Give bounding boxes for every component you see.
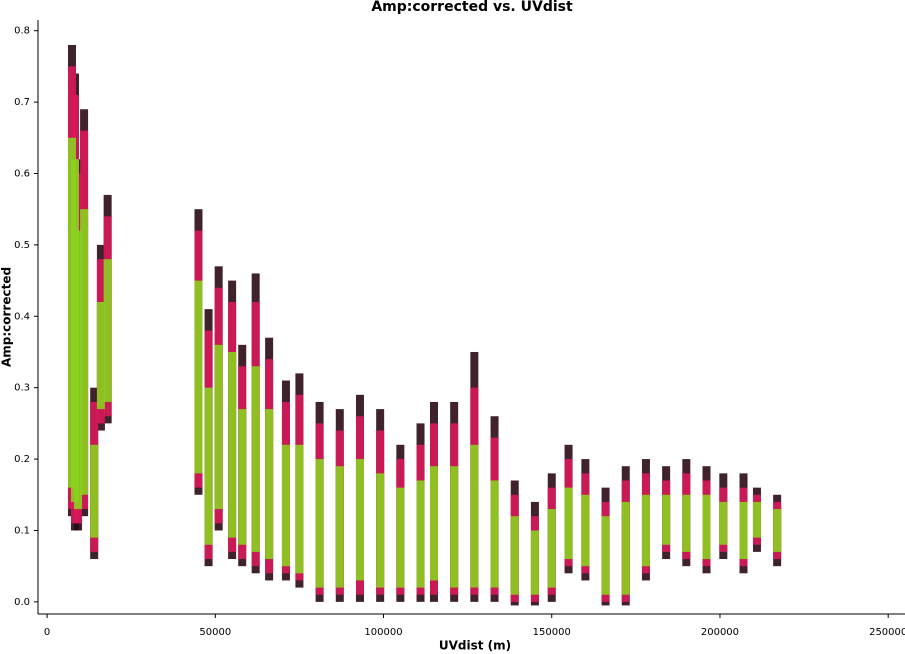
- amplitude-range: [295, 444, 304, 574]
- x-axis-label: UVdist (m): [439, 639, 511, 653]
- y-tick-label: 0.0: [14, 597, 30, 608]
- amplitude-range: [96, 302, 105, 410]
- amplitude-range: [702, 494, 711, 560]
- amplitude-range: [601, 516, 610, 595]
- amplitude-range: [752, 501, 761, 538]
- amplitude-range: [510, 516, 519, 595]
- y-tick-label: 0.4: [14, 311, 30, 322]
- y-tick-label: 0.7: [14, 97, 30, 108]
- amplitude-range: [74, 230, 83, 510]
- amplitude-range: [547, 509, 556, 588]
- amplitude-range: [450, 466, 459, 588]
- amplitude-range: [416, 480, 425, 588]
- y-tick-label: 0.2: [14, 454, 30, 465]
- x-tick-label: 100000: [364, 627, 402, 638]
- x-tick-label: 250000: [869, 627, 905, 638]
- x-tick-label: 150000: [533, 627, 571, 638]
- y-tick-label: 0.8: [14, 26, 30, 37]
- amplitude-range: [238, 409, 247, 545]
- amplitude-range: [251, 366, 260, 552]
- amplitude-range: [530, 530, 539, 595]
- amplitude-range: [564, 487, 573, 560]
- amplitude-range: [204, 387, 213, 545]
- amplitude-range: [429, 466, 438, 581]
- amplitude-range: [621, 501, 630, 595]
- amplitude-range: [355, 459, 364, 581]
- amplitude-range: [470, 444, 479, 588]
- amplitude-range: [90, 444, 99, 538]
- x-tick-label: 50000: [199, 627, 231, 638]
- amplitude-range: [194, 280, 203, 474]
- y-tick-label: 0.5: [14, 240, 30, 251]
- amplitude-range: [315, 459, 324, 588]
- y-tick-label: 0.3: [14, 383, 30, 394]
- amplitude-range: [682, 494, 691, 552]
- amplitude-range: [103, 259, 112, 402]
- amplitude-range: [228, 351, 237, 538]
- amplitude-range: [376, 473, 385, 588]
- amplitude-range: [335, 466, 344, 588]
- amplitude-range: [265, 409, 274, 560]
- amplitude-range: [662, 494, 671, 545]
- amplitude-range: [581, 494, 590, 567]
- x-tick-label: 200000: [701, 627, 739, 638]
- y-tick-label: 0.1: [14, 525, 30, 536]
- chart-title: Amp:corrected vs. UVdist: [371, 0, 573, 15]
- amplitude-range: [80, 209, 89, 495]
- amplitude-range: [739, 501, 748, 560]
- amplitude-range: [773, 509, 782, 552]
- y-tick-label: 0.6: [14, 168, 30, 179]
- x-tick-label: 0: [44, 627, 50, 638]
- amplitude-range: [214, 344, 223, 510]
- amplitude-range: [719, 501, 728, 545]
- amplitude-range: [641, 494, 650, 567]
- y-axis-label: Amp:corrected: [0, 267, 14, 367]
- amplitude-range: [396, 487, 405, 588]
- amplitude-range: [490, 480, 499, 588]
- amplitude-range: [281, 444, 290, 567]
